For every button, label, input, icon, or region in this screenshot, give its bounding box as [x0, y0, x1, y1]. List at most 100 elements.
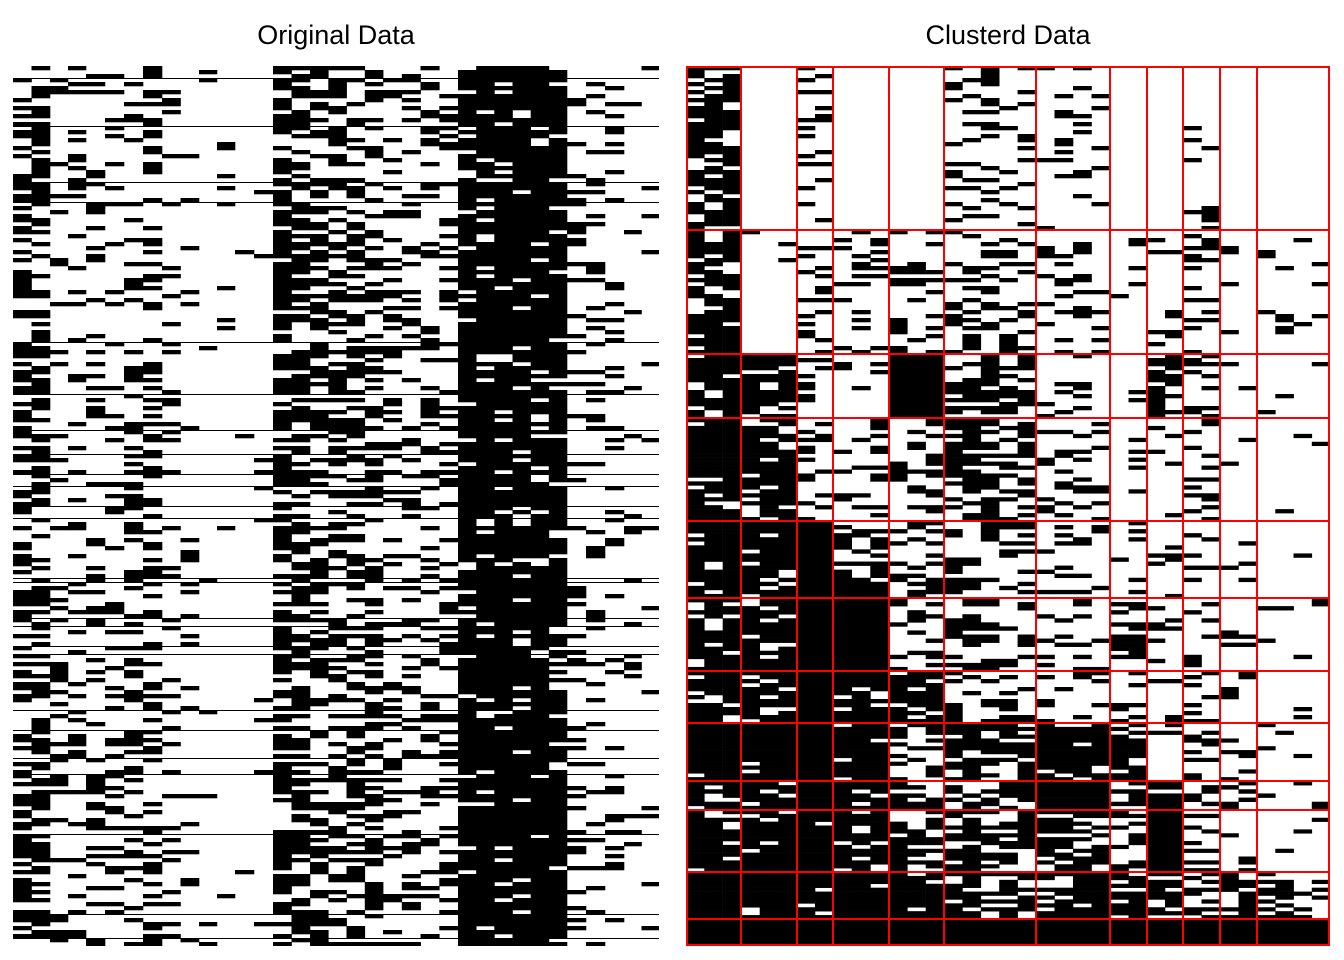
heatmap-cell — [851, 675, 871, 680]
heatmap-cell — [870, 513, 890, 518]
heatmap-cell — [346, 210, 366, 215]
heatmap-cell — [273, 506, 292, 511]
heatmap-cell — [13, 250, 32, 255]
heatmap-cell — [328, 298, 347, 303]
heatmap-cell — [346, 634, 366, 639]
heatmap-cell — [722, 525, 742, 530]
heatmap-cell — [605, 86, 625, 91]
heatmap-cell — [999, 707, 1018, 712]
heatmap-cell — [833, 765, 852, 770]
heatmap-cell — [722, 585, 742, 591]
heatmap-cell — [778, 497, 798, 502]
heatmap-cell — [273, 718, 292, 723]
heatmap-cell — [704, 66, 723, 71]
heatmap-cell — [31, 818, 51, 823]
heatmap-cell — [530, 274, 550, 279]
heatmap-cell — [328, 626, 347, 631]
heatmap-cell — [273, 98, 292, 103]
heatmap-cell — [1201, 602, 1221, 607]
heatmap-cell — [999, 238, 1018, 243]
heatmap-cell — [704, 142, 723, 147]
heatmap-cell — [925, 723, 945, 728]
heatmap-cell — [476, 290, 495, 295]
heatmap-cell — [962, 110, 982, 115]
heatmap-cell — [722, 362, 742, 367]
heatmap-cell — [1054, 110, 1074, 115]
heatmap-cell — [686, 250, 705, 255]
heatmap-cell — [273, 358, 292, 363]
heatmap-cell — [476, 670, 495, 675]
heatmap-cell — [494, 174, 513, 179]
heatmap-cell — [833, 561, 852, 566]
heatmap-cell — [889, 330, 908, 335]
heatmap-cell — [143, 682, 163, 687]
heatmap-cell — [143, 278, 163, 283]
heatmap-cell — [797, 134, 816, 139]
heatmap-cell — [548, 310, 568, 315]
heatmap-cell — [439, 650, 459, 655]
heatmap-cell — [291, 74, 311, 79]
heatmap-cell — [328, 206, 347, 211]
heatmap-cell — [420, 346, 440, 351]
heatmap-cell — [291, 706, 311, 711]
heatmap-cell — [962, 298, 982, 303]
heatmap-cell — [548, 806, 568, 811]
heatmap-cell — [273, 262, 292, 267]
heatmap-cell — [686, 777, 705, 782]
heatmap-cell — [13, 526, 32, 531]
heatmap-cell — [273, 830, 292, 835]
heatmap-cell — [722, 258, 742, 263]
heatmap-cell — [999, 366, 1018, 371]
heatmap-cell — [124, 814, 144, 819]
heatmap-cell — [778, 549, 798, 554]
heatmap-cell — [686, 501, 705, 506]
heatmap-cell — [548, 582, 568, 587]
heatmap-cell — [686, 769, 705, 774]
heatmap-cell — [494, 454, 513, 459]
heatmap-cell — [548, 594, 568, 599]
heatmap-cell — [124, 462, 144, 467]
heatmap-cell — [907, 525, 926, 530]
heatmap-row-line — [13, 486, 659, 487]
heatmap-cell — [980, 662, 1000, 668]
heatmap-cell — [13, 850, 32, 855]
heatmap-cell — [586, 262, 606, 267]
heatmap-cell — [494, 266, 513, 271]
heatmap-cell — [439, 462, 459, 467]
heatmap-cell — [548, 698, 568, 703]
heatmap-cell — [1201, 517, 1221, 522]
heatmap-cell — [741, 750, 760, 755]
heatmap-cell — [458, 930, 477, 935]
heatmap-cell — [1036, 761, 1055, 766]
heatmap-cell — [68, 266, 87, 271]
heatmap-cell — [383, 490, 403, 495]
heatmap-cell — [162, 742, 181, 747]
heatmap-cell — [907, 581, 926, 587]
heatmap-cell — [530, 854, 550, 859]
heatmap-cell — [143, 434, 163, 439]
heatmap-cell — [1036, 302, 1055, 307]
heatmap-cell — [494, 210, 513, 215]
heatmap-cell — [512, 790, 531, 795]
heatmap-cell — [797, 437, 816, 443]
heatmap-cell — [364, 826, 384, 831]
heatmap-cell — [925, 797, 945, 803]
heatmap-cell — [364, 262, 384, 267]
heatmap-cell — [512, 722, 531, 727]
heatmap-cell — [925, 726, 945, 732]
heatmap-cell — [273, 934, 292, 939]
heatmap-cell — [530, 118, 550, 123]
heatmap-cell — [778, 433, 798, 439]
heatmap-cell — [254, 486, 274, 491]
heatmap-cell — [1110, 738, 1129, 743]
heatmap-cell — [512, 214, 531, 219]
heatmap-cell — [1091, 485, 1111, 490]
heatmap-cell — [851, 719, 871, 724]
heatmap-cell — [686, 715, 705, 720]
heatmap-cell — [870, 541, 890, 546]
heatmap-cell — [548, 266, 568, 271]
heatmap-cell — [124, 750, 144, 755]
heatmap-cell — [273, 754, 292, 759]
heatmap-cell — [944, 66, 963, 71]
heatmap-cell — [476, 310, 495, 315]
